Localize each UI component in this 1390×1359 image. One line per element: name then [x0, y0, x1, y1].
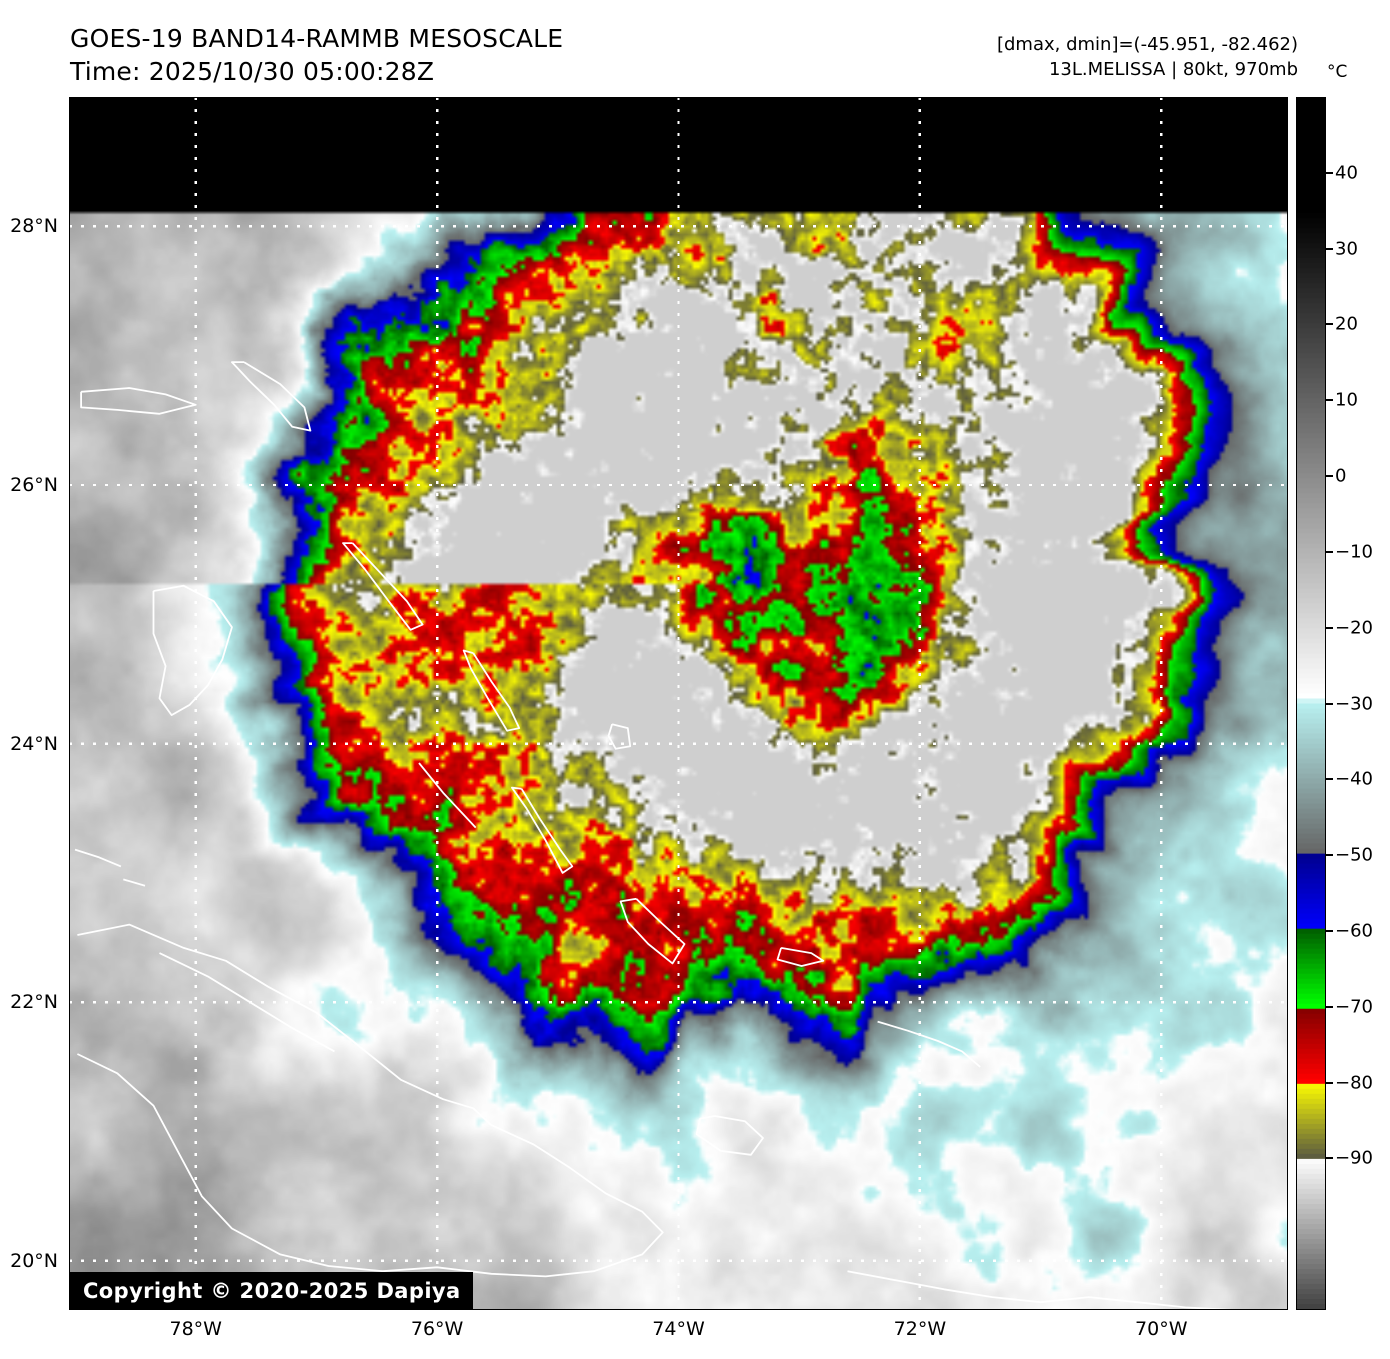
colorbar-tick-label: 30 — [1335, 238, 1358, 260]
colorbar-tick-mark — [1326, 171, 1333, 174]
colorbar-tick-mark — [1326, 475, 1333, 478]
colorbar-tick-mark — [1326, 1081, 1333, 1084]
coastline — [80, 387, 197, 415]
colorbar-tick-mark — [1326, 854, 1333, 857]
colorbar-tick-labels: 40 30 20 10 0 −10 −20 −30 −40 −50 −60 −70 −80 −90 — [1326, 97, 1390, 1310]
colorbar-tick-label: 10 — [1335, 389, 1358, 411]
colorbar-tick-label: −50 — [1335, 844, 1373, 866]
colorbar-tick-mark — [1326, 323, 1333, 326]
longitude-tick-label: 76°W — [410, 1318, 464, 1340]
coastline — [230, 361, 312, 432]
colorbar-tick-label: 20 — [1335, 313, 1358, 335]
coastline — [462, 649, 521, 732]
chart-metadata-block: [dmax, dmin]=(-45.951, -82.462) 13L.MELI… — [997, 32, 1298, 82]
longitude-tick-label: 72°W — [893, 1318, 947, 1340]
latitude-tick-label: 24°N — [10, 732, 58, 755]
longitude-tick-label: 74°W — [652, 1318, 705, 1340]
satellite-image-plot[interactable] — [69, 97, 1288, 1310]
latitude-tick-label: 28°N — [10, 215, 58, 238]
chart-title-block: GOES-19 BAND14-RAMMB MESOSCALE Time: 202… — [70, 22, 563, 88]
colorbar-gradient — [1297, 98, 1325, 1310]
colorbar-tick-label: −10 — [1335, 541, 1373, 563]
colorbar-tick-label: −40 — [1335, 768, 1373, 790]
latitude-tick-label: 26°N — [10, 473, 58, 496]
coastline — [510, 786, 574, 874]
colorbar-tick-label: −60 — [1335, 920, 1373, 942]
colorbar-tick-label: −30 — [1335, 693, 1373, 714]
coastline — [77, 923, 664, 1278]
storm-info-label: 13L.MELISSA | 80kt, 970mb — [1048, 59, 1298, 80]
colorbar-tick-mark — [1326, 247, 1333, 250]
timestamp-label: Time: 2025/10/30 05:00:28Z — [70, 57, 435, 86]
colorbar-tick-mark — [1326, 399, 1333, 402]
coastline — [847, 1270, 1234, 1310]
coastline — [776, 947, 825, 967]
colorbar-tick-mark — [1326, 1005, 1333, 1008]
colorbar-tick-label: −70 — [1335, 996, 1373, 1018]
colorbar-tick-mark — [1326, 626, 1333, 629]
coastline — [123, 878, 146, 887]
colorbar-tick-mark — [1326, 702, 1333, 705]
latitude-tick-label: 20°N — [10, 1249, 58, 1272]
longitude-tick-label: 70°W — [1135, 1318, 1188, 1340]
colorbar-tick-mark — [1326, 1157, 1333, 1160]
colorbar — [1296, 97, 1326, 1310]
copyright-notice: Copyright © 2020-2025 Dapiya — [69, 1272, 473, 1310]
colorbar-tick-label: 0 — [1335, 465, 1347, 487]
colorbar-unit-label: °C — [1327, 62, 1348, 82]
longitude-tick-label: 78°W — [169, 1318, 222, 1340]
coastline — [695, 1115, 764, 1156]
satellite-raster — [69, 97, 1288, 1310]
coastline — [74, 848, 122, 868]
coastline — [342, 542, 424, 631]
latitude-tick-label: 22°N — [10, 991, 58, 1014]
colorbar-tick-mark — [1326, 778, 1333, 781]
data-minmax-label: [dmax, dmin]=(-45.951, -82.462) — [996, 34, 1298, 55]
page-title: GOES-19 BAND14-RAMMB MESOSCALE — [70, 24, 564, 53]
coastline — [418, 762, 477, 829]
coastline — [152, 584, 233, 716]
colorbar-tick-mark — [1326, 550, 1333, 553]
colorbar-tick-label: −20 — [1335, 617, 1373, 639]
coastline — [877, 1020, 981, 1068]
coastline — [607, 723, 632, 750]
colorbar-tick-label: −80 — [1335, 1072, 1373, 1094]
colorbar-tick-label: 40 — [1335, 162, 1358, 184]
colorbar-tick-label: −90 — [1335, 1147, 1373, 1169]
coastline — [619, 897, 686, 965]
colorbar-tick-mark — [1326, 929, 1333, 932]
